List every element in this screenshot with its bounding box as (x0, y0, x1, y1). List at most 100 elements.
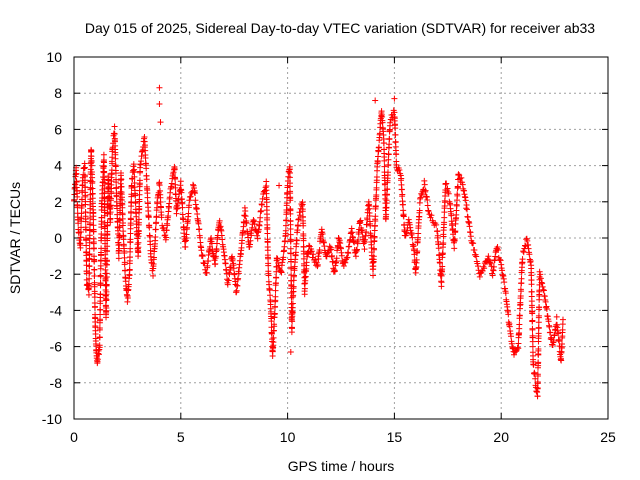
data-point-marker (258, 207, 265, 214)
data-point-marker (88, 148, 95, 155)
data-point-marker (94, 356, 101, 363)
data-point-marker (558, 341, 565, 348)
data-point-marker (73, 178, 80, 185)
data-point-marker (454, 184, 461, 191)
data-point-marker (272, 293, 279, 300)
data-point-marker (529, 326, 536, 333)
data-point-marker (289, 318, 296, 325)
data-point-marker (438, 279, 445, 286)
data-point-marker (535, 330, 542, 337)
data-point-marker (340, 263, 347, 270)
data-point-marker (488, 263, 495, 270)
data-point-marker (77, 240, 84, 247)
data-point-marker (131, 173, 138, 180)
data-point-marker (490, 263, 497, 270)
data-point-marker (371, 234, 378, 241)
data-point-marker (115, 231, 122, 238)
data-point-marker (265, 272, 272, 279)
data-point-marker (172, 184, 179, 191)
data-point-marker (376, 130, 383, 137)
data-point-marker (203, 270, 210, 277)
plot-frame (73, 56, 609, 420)
data-point-marker (150, 272, 157, 279)
data-point-marker (289, 300, 296, 307)
data-point-marker (553, 313, 560, 320)
data-point-marker (91, 266, 98, 273)
data-point-marker (287, 349, 294, 356)
data-point-marker (501, 279, 508, 286)
data-point-marker (373, 174, 380, 181)
data-point-marker (511, 351, 518, 358)
data-point-marker (205, 258, 212, 265)
data-point-marker (242, 207, 249, 214)
data-point-marker (258, 201, 265, 208)
data-point-marker (520, 248, 527, 255)
data-point-marker (121, 259, 128, 266)
data-point-marker (234, 282, 241, 289)
data-point-marker (516, 321, 523, 328)
data-point-marker (385, 156, 392, 163)
data-point-marker (127, 216, 134, 223)
data-point-marker (282, 227, 289, 234)
data-point-marker (132, 200, 139, 207)
data-point-marker (508, 333, 515, 340)
data-point-marker (547, 329, 554, 336)
data-point-marker (153, 219, 160, 226)
data-point-marker (135, 239, 142, 246)
data-point-marker (276, 182, 283, 189)
data-point-marker (303, 259, 310, 266)
data-point-marker (151, 254, 158, 261)
data-point-marker (136, 177, 143, 184)
data-point-marker (268, 324, 275, 331)
data-point-marker (199, 252, 206, 259)
data-point-marker (445, 190, 452, 197)
data-point-marker (455, 171, 462, 178)
y-tick-label: -2 (50, 266, 63, 282)
data-point-marker (83, 237, 90, 244)
data-point-marker (115, 255, 122, 262)
data-point-marker (400, 213, 407, 220)
data-point-marker (88, 162, 95, 169)
data-point-marker (101, 168, 108, 175)
data-point-marker (479, 267, 486, 274)
data-point-marker (251, 218, 258, 225)
data-point-marker (156, 84, 163, 91)
data-point-marker (519, 256, 526, 263)
data-point-marker (90, 239, 97, 246)
data-point-marker (338, 252, 345, 259)
data-point-marker (283, 200, 290, 207)
data-point-marker (107, 215, 114, 222)
data-point-marker (127, 254, 134, 261)
data-point-marker (316, 247, 323, 254)
data-point-marker (179, 204, 186, 211)
data-point-marker (120, 219, 127, 226)
data-point-marker (273, 274, 280, 281)
data-point-marker (101, 225, 108, 232)
data-point-marker (550, 338, 557, 345)
data-point-marker (98, 230, 105, 237)
data-point-marker (171, 166, 178, 173)
data-point-marker (181, 238, 188, 245)
data-point-marker (298, 202, 305, 209)
data-point-marker (495, 246, 502, 253)
data-point-marker (361, 246, 368, 253)
data-point-marker (90, 228, 97, 235)
data-point-marker (145, 214, 152, 221)
data-point-marker (103, 257, 110, 264)
y-tick-label: -6 (50, 339, 63, 355)
y-tick-label: 2 (54, 194, 62, 210)
data-point-marker (529, 343, 536, 350)
data-point-marker (480, 263, 487, 270)
data-point-marker (399, 201, 406, 208)
data-point-marker (147, 241, 154, 248)
data-point-marker (370, 253, 377, 260)
data-point-marker (82, 184, 89, 191)
data-point-marker (425, 208, 432, 215)
data-point-marker (87, 220, 94, 227)
data-point-marker (142, 155, 149, 162)
x-tick-label: 5 (177, 429, 185, 445)
x-tick-label: 0 (70, 429, 78, 445)
data-point-marker (264, 230, 271, 237)
y-tick-label: 8 (54, 85, 62, 101)
data-point-marker (97, 281, 104, 288)
